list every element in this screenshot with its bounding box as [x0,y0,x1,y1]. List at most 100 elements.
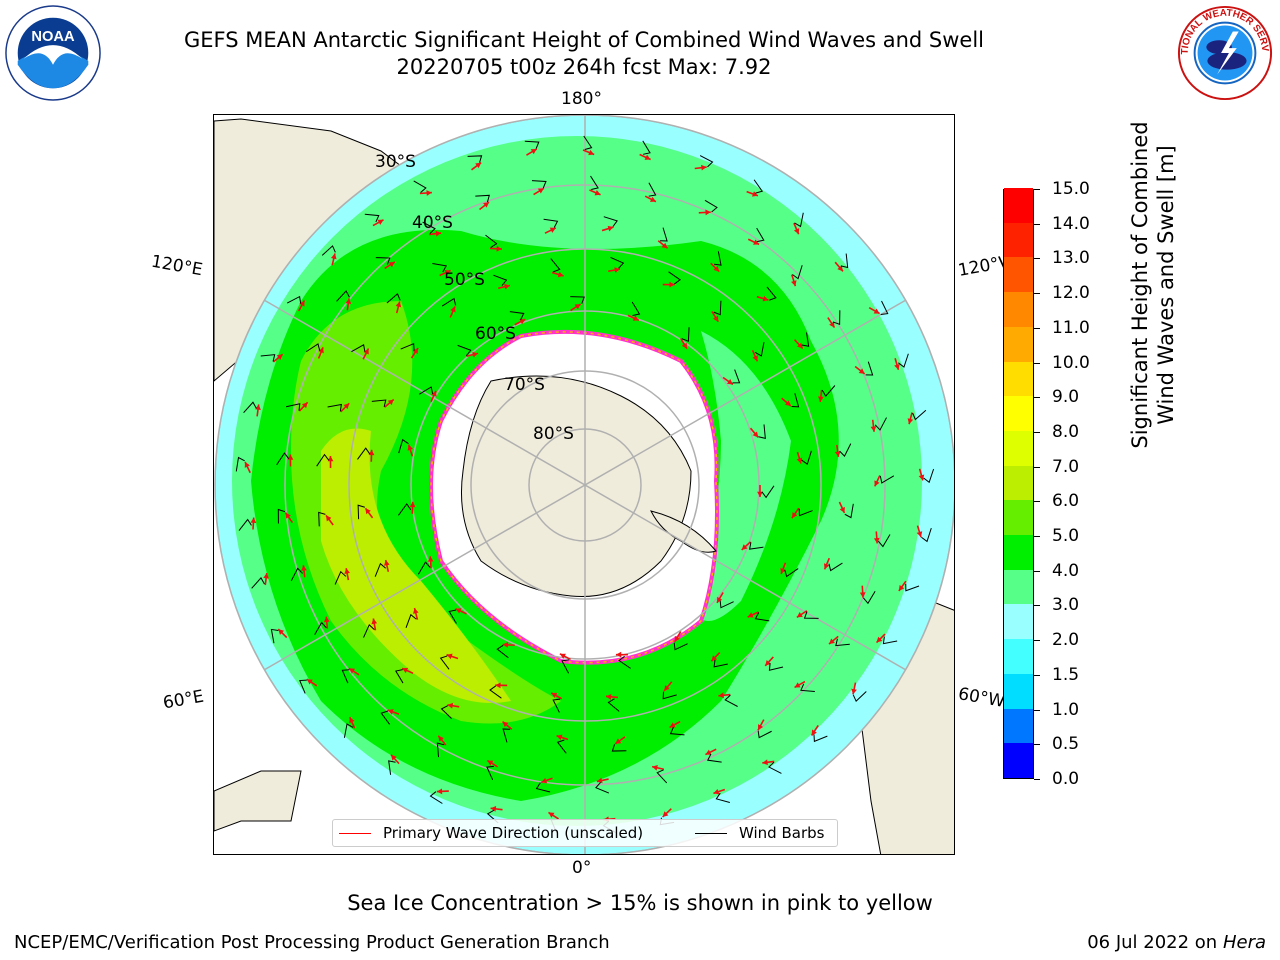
wave-arrow-head [834,451,841,457]
colorbar-tick-label: 2.0 [1052,630,1080,651]
wind-barb [719,600,734,609]
wave-arrow-head [753,239,760,245]
colorbar-title-line2: Wind Waves and Swell [m] [1154,145,1178,425]
map-canvas [214,115,954,854]
antarctic-peninsula [650,510,717,553]
wave-arrow-head [502,641,509,648]
colorbar-title: Significant Height of Combined Wind Wave… [1127,85,1179,485]
colorbar-segment [1004,395,1033,431]
wave-arrow-head [713,788,720,795]
wave-arrow-head [898,584,905,591]
wave-arrow-head [450,306,456,313]
wind-barb [552,698,561,713]
wind-barb [395,669,404,684]
wave-arrow-head [556,734,563,741]
wind-barb [898,353,909,368]
wave-arrow-head [632,315,639,321]
wave-arrow-head [426,190,432,196]
colorbar-tick-label: 15.0 [1052,179,1090,199]
wind-barb [852,691,867,703]
wave-arrow-head [649,196,656,202]
wind-barb [660,227,668,242]
footer-date-text: 06 Jul 2022 on [1087,932,1223,953]
map-legend: Primary Wave Direction (unscaled) Wind B… [332,819,838,847]
wave-arrow-head [829,638,835,645]
wind-barb [668,271,681,285]
lat-label-60s: 60°S [475,324,516,344]
wave-arrow-head [455,608,462,614]
wind-barb [535,782,551,793]
lat-label-80s: 80°S [533,424,574,444]
wave-arrow-head [530,148,537,155]
wind-barb [794,212,804,228]
wind-barb [314,621,327,635]
wave-arrow-head [413,608,419,614]
wind-barb [485,234,498,248]
wave-arrow-head [301,402,308,409]
wind-barb [341,669,350,684]
wave-arrow-head [664,685,670,691]
wave-arrow-head [873,537,880,544]
wave-arrow-head [594,190,601,196]
wind-barb [306,343,321,353]
wind-barb [398,503,412,516]
wind-barb [299,679,307,694]
wind-barb [398,438,409,454]
wave-arrow-head [661,242,668,249]
wave-arrow-head [674,635,680,642]
wind-barb [648,182,657,197]
wave-arrow-head [752,431,759,438]
graticule [215,115,954,854]
wave-arrow-head [446,653,453,660]
wave-arrow-head [823,563,830,570]
wind-barb [713,300,722,316]
wave-arrow-head [726,379,733,385]
wind-barb [509,311,525,320]
wind-barb [840,253,849,269]
colorbar-tick-label: 13.0 [1052,248,1090,269]
wind-barb [327,403,342,412]
wave-arrow-head [559,653,566,659]
wave-arrow-head [669,281,675,288]
wind-barb [285,403,301,411]
wind-barb [429,791,443,804]
wave-arrow-head [858,368,865,374]
sea-ice-caption: Sea Ice Concentration > 15% is shown in … [347,891,933,915]
colorbar-tick [1034,362,1040,364]
wind-barb [448,609,457,624]
polar-map: Primary Wave Direction (unscaled) Wind B… [213,114,955,855]
wave-arrow-head [780,567,786,574]
wind-barb [631,301,641,316]
wind-barb [768,663,784,671]
wave-arrow-head [502,721,509,728]
wave-arrow-head [278,629,285,635]
wind-barb [260,354,276,362]
wind-barb [550,258,561,273]
wind-barb [844,503,854,519]
wind-barb [380,710,391,725]
wave-arrow-head [652,764,658,771]
wave-arrow-head [669,722,676,728]
wind-barb [707,753,722,763]
chart-title: GEFS MEAN Antarctic Significant Height o… [183,28,985,52]
wind-barb [835,638,850,647]
wind-barb [662,691,677,700]
wind-barb [839,443,852,457]
colorbar-tick [1034,431,1040,433]
colorbar-segment [1004,222,1033,258]
colorbar-tick [1034,501,1040,503]
wind-barb [704,199,718,213]
wind-barb [800,683,815,692]
wind-barb [318,511,326,527]
wave-arrow-head [327,455,334,462]
colorbar-tick [1034,605,1040,607]
wave-arrow-head [605,693,612,700]
wave-arrow-head [435,230,442,237]
wave-arrow-head [407,444,414,451]
colorbar-tick [1034,570,1040,572]
wave-arrow-head [859,592,866,598]
wind-barb [235,456,245,472]
colorbar-segment [1004,708,1033,744]
wind-barb [732,369,741,384]
wave-arrow-head [323,616,330,623]
